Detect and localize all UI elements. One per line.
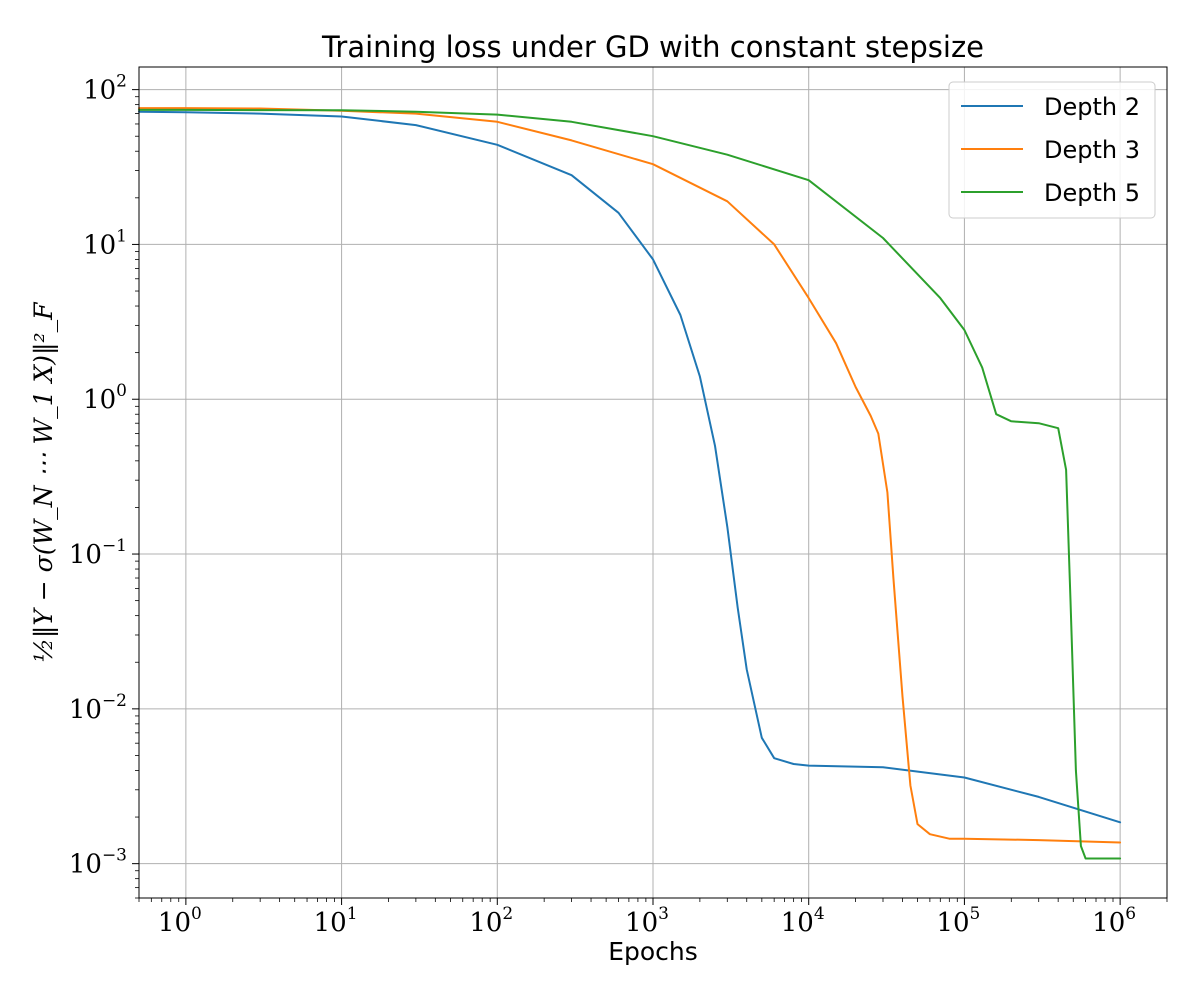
y-tick-label: 100 (83, 381, 127, 415)
y-tick-label: 101 (83, 226, 127, 260)
series-line-depth-3 (138, 108, 1122, 860)
axis-ticks: 100 101 102 103 104 105 106 10−3 10−2 10−1 100 101 1… (69, 72, 1168, 938)
legend-label: Depth 5 (1044, 179, 1140, 207)
y-tick-label: 10−3 (69, 846, 127, 880)
x-tick-label: 106 (1092, 904, 1136, 938)
legend-label: Depth 3 (1044, 136, 1140, 164)
legend: Depth 2 Depth 3 Depth 5 (948, 81, 1156, 219)
legend-label: Depth 2 (1044, 93, 1140, 121)
x-tick-label: 105 (936, 904, 980, 938)
y-axis-label: ½‖Y − σ(W_N ⋯ W_1 X)‖²_F (29, 301, 59, 662)
series-line-depth-1 (138, 110, 1122, 824)
x-axis-label: Epochs (608, 937, 698, 966)
y-tick-label: 10−1 (69, 536, 127, 570)
legend-box (948, 81, 1156, 219)
x-tick-label: 104 (781, 904, 825, 938)
y-tick-label: 10−2 (69, 691, 127, 725)
series-line-depth-2 (138, 107, 1122, 844)
x-tick-label: 100 (158, 904, 202, 938)
x-tick-label: 102 (469, 904, 513, 938)
x-tick-label: 103 (625, 904, 669, 938)
x-tick-label: 101 (314, 904, 358, 938)
chart-title: Training loss under GD with constant ste… (321, 30, 984, 64)
grid (139, 67, 1167, 898)
series-lines (138, 107, 1122, 860)
y-tick-label: 102 (83, 72, 127, 106)
